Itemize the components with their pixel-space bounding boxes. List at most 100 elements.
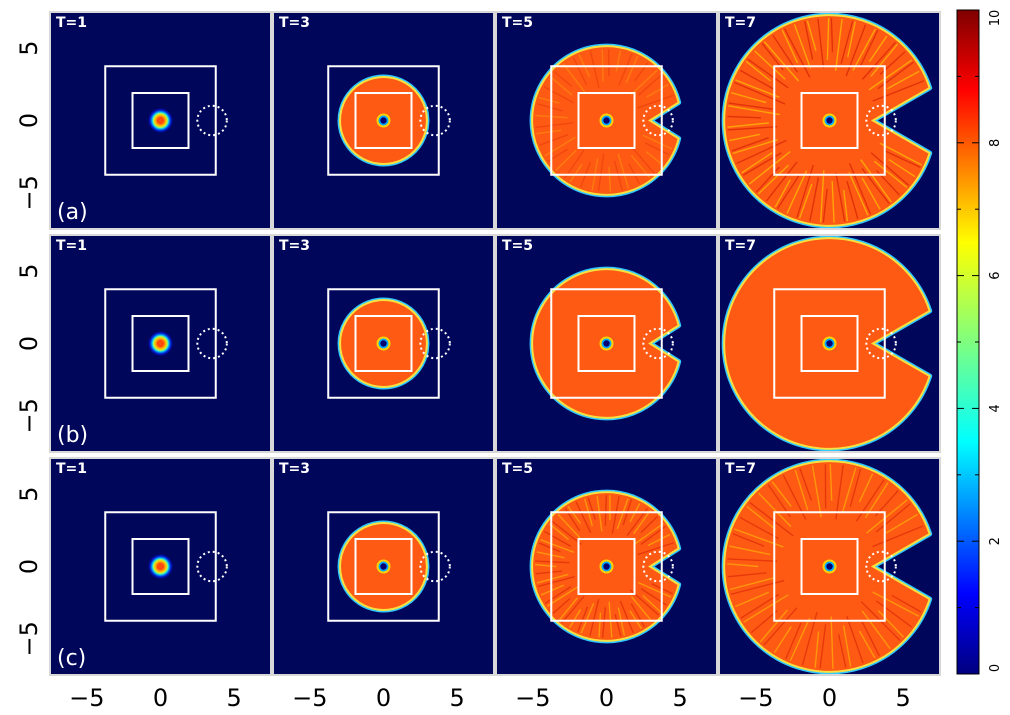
streak bbox=[587, 497, 596, 520]
panel-time-label: T=7 bbox=[725, 461, 756, 477]
streak bbox=[749, 501, 794, 537]
x-tick-label: 0 bbox=[376, 684, 391, 712]
panel-border bbox=[495, 457, 718, 676]
streak bbox=[819, 170, 825, 223]
panel-time-label: T=5 bbox=[502, 238, 533, 254]
streak bbox=[831, 180, 835, 223]
streak bbox=[535, 570, 563, 575]
streak bbox=[872, 80, 925, 102]
streak-texture bbox=[535, 495, 675, 638]
streak bbox=[735, 591, 770, 608]
streak bbox=[783, 28, 811, 78]
x-tick-label: −5 bbox=[515, 684, 550, 712]
streak bbox=[727, 572, 767, 578]
streak bbox=[858, 630, 876, 659]
streak bbox=[872, 591, 920, 617]
inner-square bbox=[131, 538, 190, 595]
streak bbox=[535, 122, 574, 129]
outer-square bbox=[550, 511, 663, 622]
panel-border bbox=[272, 457, 495, 676]
outer-square bbox=[550, 65, 663, 176]
panel-time-label: T=7 bbox=[725, 238, 756, 254]
inner-square bbox=[577, 538, 636, 595]
streak bbox=[763, 41, 800, 82]
colorbar-tick-label: 6 bbox=[988, 271, 1003, 279]
x-tick-label: 5 bbox=[227, 684, 242, 712]
streak bbox=[814, 631, 820, 668]
y-tick-label: 0 bbox=[15, 113, 43, 128]
row-label: (a) bbox=[57, 200, 88, 225]
ring-core bbox=[156, 116, 165, 125]
streak bbox=[879, 142, 922, 166]
streak bbox=[877, 610, 905, 638]
streak bbox=[757, 164, 789, 195]
inner-square bbox=[354, 92, 413, 149]
streak bbox=[806, 20, 817, 51]
streak bbox=[835, 172, 846, 222]
panel-border bbox=[718, 11, 941, 230]
streak bbox=[637, 94, 674, 109]
outer-square bbox=[327, 288, 440, 399]
panel-border bbox=[495, 234, 718, 453]
center-hole bbox=[380, 563, 387, 570]
panel: T=5 bbox=[495, 457, 718, 676]
streak bbox=[841, 467, 857, 513]
streak bbox=[546, 586, 579, 607]
streak bbox=[732, 139, 778, 155]
streak bbox=[562, 63, 586, 93]
center-hole bbox=[826, 340, 833, 347]
streak-texture bbox=[727, 18, 925, 223]
panel: T=7 bbox=[718, 234, 941, 453]
streak bbox=[829, 464, 833, 501]
colorbar: 0 2 4 6 8 10 bbox=[956, 9, 1003, 675]
x-tick-label: 0 bbox=[599, 684, 614, 712]
streak bbox=[734, 81, 786, 105]
streak bbox=[735, 79, 780, 98]
streak bbox=[741, 152, 773, 174]
colorbar-tick-label: 4 bbox=[988, 404, 1003, 412]
y-tick-label: −5 bbox=[15, 621, 43, 656]
y-tick-label: −5 bbox=[15, 175, 43, 210]
streak bbox=[845, 24, 867, 77]
streak bbox=[551, 520, 582, 545]
streak bbox=[785, 622, 802, 660]
streak bbox=[539, 134, 569, 146]
panel-time-label: T=1 bbox=[56, 15, 87, 31]
streak bbox=[736, 139, 787, 165]
streak bbox=[886, 70, 920, 90]
x-tick-label: −5 bbox=[292, 684, 327, 712]
streak bbox=[731, 137, 769, 152]
streak bbox=[729, 576, 776, 591]
outer-square bbox=[773, 288, 886, 399]
inner-square bbox=[354, 538, 413, 595]
y-tick-label: 0 bbox=[15, 559, 43, 574]
center-hole bbox=[380, 117, 387, 124]
streak bbox=[868, 35, 888, 63]
streak bbox=[822, 188, 828, 223]
streak bbox=[642, 595, 662, 614]
streak bbox=[888, 158, 916, 178]
streak bbox=[765, 161, 798, 202]
inner-square bbox=[800, 315, 859, 372]
panel-border bbox=[718, 234, 941, 453]
panel-border bbox=[49, 234, 272, 453]
streak bbox=[861, 177, 881, 210]
streak bbox=[789, 617, 811, 662]
panel-time-label: T=3 bbox=[279, 15, 310, 31]
streak bbox=[848, 171, 869, 216]
streak bbox=[580, 603, 595, 634]
streak bbox=[739, 516, 780, 540]
colorbar-tick-label: 2 bbox=[988, 537, 1003, 545]
x-tick-label: −5 bbox=[738, 684, 773, 712]
x-tick-label: 0 bbox=[822, 684, 837, 712]
streak bbox=[870, 152, 910, 186]
streak bbox=[728, 105, 780, 116]
streak bbox=[843, 190, 849, 222]
streak bbox=[589, 50, 600, 89]
streak bbox=[794, 469, 809, 511]
streak bbox=[870, 43, 899, 77]
panel: T=1 (c) bbox=[49, 457, 272, 676]
streak bbox=[589, 598, 600, 637]
x-tick-label: 5 bbox=[673, 684, 688, 712]
streak bbox=[540, 584, 565, 596]
